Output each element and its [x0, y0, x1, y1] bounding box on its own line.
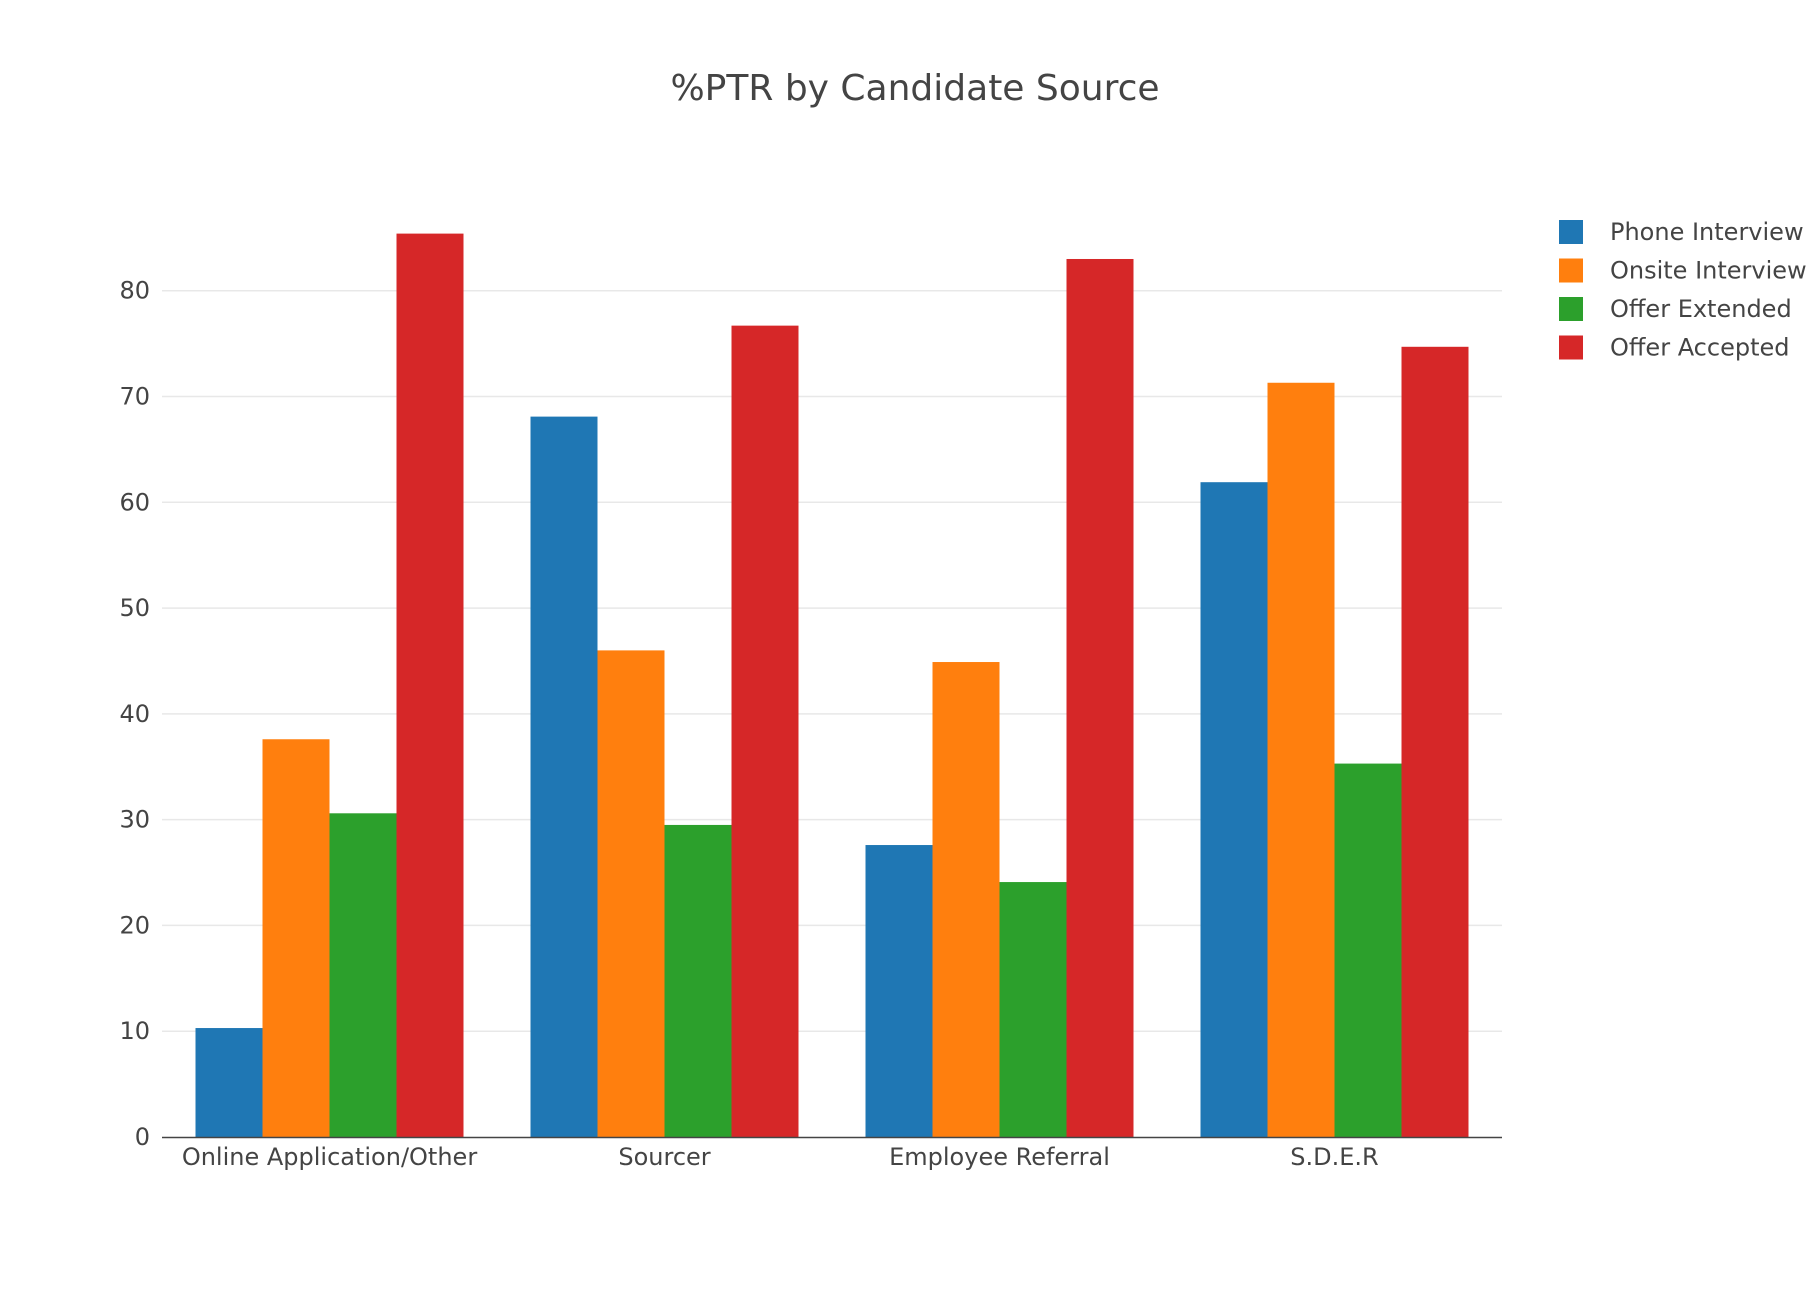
y-axis-ticks: 0 10 20 30 40 50 60 70 80: [119, 277, 150, 1151]
legend: Phone Interview Onsite Interview Offer Ext…: [1559, 218, 1807, 362]
legend-label: Onsite Interview: [1610, 257, 1807, 285]
bar[interactable]: [1200, 482, 1268, 1137]
legend-item[interactable]: Offer Accepted: [1559, 334, 1789, 362]
legend-swatch: [1559, 220, 1583, 244]
bar[interactable]: [195, 1028, 263, 1137]
y-tick-label: 30: [119, 806, 150, 834]
y-tick-label: 0: [135, 1123, 150, 1151]
bar[interactable]: [1267, 382, 1335, 1137]
bar[interactable]: [396, 233, 464, 1137]
legend-swatch: [1559, 335, 1583, 360]
y-tick-label: 10: [119, 1017, 150, 1045]
legend-item[interactable]: Onsite Interview: [1559, 257, 1807, 285]
bar[interactable]: [597, 650, 665, 1137]
x-tick-label: Sourcer: [618, 1143, 710, 1171]
legend-label: Offer Accepted: [1610, 334, 1789, 362]
x-axis-ticks: Online Application/Other Sourcer Employee …: [182, 1143, 1379, 1171]
legend-label: Phone Interview: [1610, 218, 1804, 246]
legend-item[interactable]: Offer Extended: [1559, 295, 1792, 323]
bar[interactable]: [932, 662, 1000, 1137]
x-tick-label: Online Application/Other: [182, 1143, 478, 1171]
legend-swatch: [1559, 297, 1583, 321]
bar[interactable]: [329, 813, 397, 1137]
bar[interactable]: [865, 845, 933, 1137]
bar[interactable]: [1066, 258, 1134, 1137]
y-tick-label: 60: [119, 488, 150, 516]
bar[interactable]: [530, 416, 598, 1137]
bars: [195, 233, 1469, 1138]
y-tick-label: 40: [119, 700, 150, 728]
bar[interactable]: [1334, 763, 1402, 1137]
legend-item[interactable]: Phone Interview: [1559, 218, 1804, 246]
chart-title: %PTR by Candidate Source: [670, 68, 1159, 109]
y-tick-label: 80: [119, 277, 150, 305]
legend-label: Offer Extended: [1610, 295, 1792, 323]
x-tick-label: S.D.E.R: [1290, 1143, 1378, 1171]
bar[interactable]: [999, 882, 1067, 1137]
y-tick-label: 70: [119, 383, 150, 411]
x-tick-label: Employee Referral: [889, 1143, 1110, 1171]
bar[interactable]: [262, 739, 330, 1137]
bar[interactable]: [664, 824, 732, 1137]
bar[interactable]: [731, 325, 799, 1138]
legend-swatch: [1559, 258, 1583, 283]
y-tick-label: 50: [119, 594, 150, 622]
bar[interactable]: [1401, 346, 1469, 1137]
y-tick-label: 20: [119, 911, 150, 939]
